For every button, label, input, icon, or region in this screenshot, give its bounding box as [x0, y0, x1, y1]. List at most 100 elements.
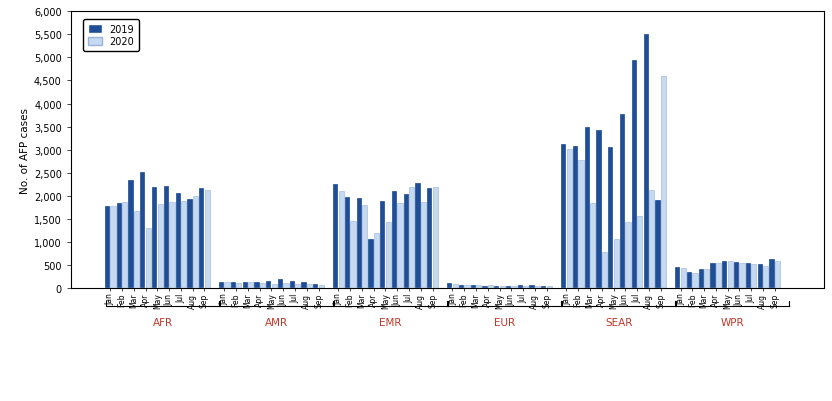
- Bar: [561, 145, 567, 289]
- Bar: [649, 190, 654, 289]
- Bar: [447, 284, 453, 289]
- Bar: [602, 253, 607, 289]
- Bar: [164, 186, 169, 289]
- Bar: [266, 282, 271, 289]
- Bar: [134, 211, 139, 289]
- Bar: [523, 286, 528, 289]
- Text: EMR: EMR: [379, 317, 402, 327]
- Bar: [350, 221, 355, 289]
- Bar: [116, 203, 122, 289]
- Bar: [313, 285, 319, 289]
- Bar: [152, 187, 157, 289]
- Bar: [512, 286, 517, 289]
- Bar: [675, 267, 681, 289]
- Bar: [433, 187, 438, 289]
- Bar: [157, 205, 163, 289]
- Bar: [656, 200, 661, 289]
- Bar: [614, 239, 619, 289]
- Bar: [535, 286, 540, 289]
- Bar: [637, 216, 642, 289]
- Bar: [458, 285, 464, 289]
- Text: AFR: AFR: [152, 317, 173, 327]
- Bar: [409, 188, 414, 289]
- Bar: [295, 284, 300, 289]
- Text: AMR: AMR: [265, 317, 288, 327]
- Bar: [453, 284, 458, 289]
- Bar: [643, 34, 649, 289]
- Bar: [248, 283, 253, 289]
- Text: SEAR: SEAR: [605, 317, 632, 327]
- Bar: [111, 206, 116, 289]
- Bar: [278, 279, 283, 289]
- Bar: [415, 184, 421, 289]
- Bar: [775, 261, 780, 289]
- Bar: [745, 264, 751, 289]
- Bar: [146, 228, 151, 289]
- Bar: [770, 259, 775, 289]
- Bar: [661, 77, 666, 289]
- Bar: [271, 284, 277, 289]
- Bar: [542, 286, 547, 289]
- Bar: [427, 188, 433, 289]
- Bar: [187, 200, 192, 289]
- Bar: [333, 184, 339, 289]
- Bar: [344, 198, 350, 289]
- Text: EUR: EUR: [494, 317, 515, 327]
- Bar: [225, 283, 230, 289]
- Bar: [404, 194, 409, 289]
- Bar: [620, 114, 625, 289]
- Bar: [590, 203, 596, 289]
- Bar: [369, 239, 374, 289]
- Bar: [488, 286, 493, 289]
- Bar: [626, 223, 631, 289]
- Bar: [199, 188, 205, 289]
- Bar: [205, 190, 210, 289]
- Bar: [692, 273, 698, 289]
- Bar: [219, 282, 224, 289]
- Bar: [722, 261, 727, 289]
- Bar: [711, 264, 716, 289]
- Bar: [751, 264, 756, 289]
- Bar: [374, 233, 379, 289]
- Bar: [758, 265, 763, 289]
- Bar: [176, 193, 181, 289]
- Bar: [260, 284, 265, 289]
- Bar: [529, 286, 535, 289]
- Bar: [547, 286, 552, 289]
- Bar: [687, 272, 692, 289]
- Bar: [236, 283, 241, 289]
- Bar: [704, 269, 710, 289]
- Bar: [339, 192, 344, 289]
- Bar: [230, 283, 236, 289]
- Bar: [319, 285, 324, 289]
- Bar: [392, 192, 397, 289]
- Bar: [740, 263, 745, 289]
- Bar: [284, 284, 289, 289]
- Bar: [471, 286, 476, 289]
- Bar: [578, 161, 583, 289]
- Bar: [597, 131, 602, 289]
- Bar: [105, 207, 110, 289]
- Bar: [631, 61, 637, 289]
- Bar: [483, 286, 488, 289]
- Bar: [728, 261, 733, 289]
- Bar: [181, 202, 186, 289]
- Text: WPR: WPR: [721, 317, 745, 327]
- Bar: [398, 203, 403, 289]
- Bar: [567, 150, 572, 289]
- Bar: [500, 286, 505, 289]
- Bar: [141, 172, 146, 289]
- Legend: 2019, 2020: 2019, 2020: [83, 20, 139, 52]
- Bar: [193, 196, 198, 289]
- Bar: [122, 203, 127, 289]
- Bar: [380, 201, 385, 289]
- Bar: [573, 146, 578, 289]
- Bar: [585, 128, 590, 289]
- Bar: [518, 286, 523, 289]
- Bar: [699, 269, 704, 289]
- Bar: [494, 286, 499, 289]
- Bar: [128, 180, 134, 289]
- Bar: [301, 283, 307, 289]
- Bar: [357, 199, 362, 289]
- Bar: [476, 285, 482, 289]
